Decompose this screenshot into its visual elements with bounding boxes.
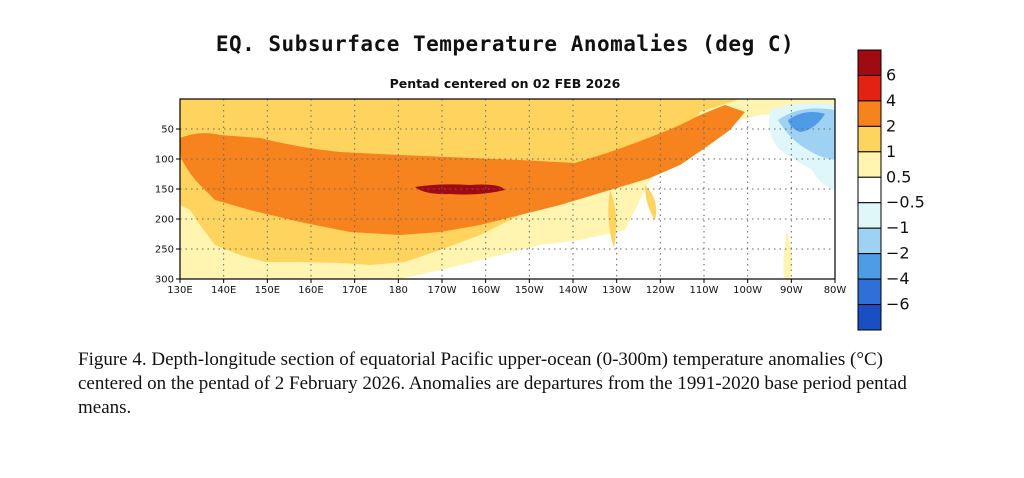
- x-tick-label: 100W: [733, 285, 762, 296]
- x-tick-label: 140E: [211, 285, 236, 296]
- colorbar-swatch: [857, 74, 882, 102]
- x-tick-label: 180: [389, 285, 408, 296]
- colorbar-label: 0.5: [886, 167, 911, 186]
- grid-lines: [180, 99, 835, 279]
- colorbar-label: −2: [886, 244, 910, 263]
- y-tick-label: 150: [155, 185, 174, 196]
- colorbar-swatch: [857, 227, 882, 255]
- y-tick-label: 300: [155, 275, 174, 286]
- x-tick-label: 130E: [167, 285, 192, 296]
- x-tick-label: 120W: [646, 285, 675, 296]
- x-tick-label: 90W: [780, 285, 803, 296]
- x-tick-label: 130W: [602, 285, 631, 296]
- x-tick-label: 140W: [559, 285, 588, 296]
- colorbar-label: 2: [886, 116, 896, 135]
- anomaly-contour-2: [180, 105, 745, 235]
- colorbar-swatch: [857, 253, 882, 280]
- x-tick-label: 170W: [428, 285, 457, 296]
- colorbar-swatch: [857, 125, 882, 153]
- colorbar-label: 4: [886, 91, 896, 110]
- x-tick-label: 170E: [342, 285, 367, 296]
- x-tick-label: 80W: [824, 285, 847, 296]
- x-tick-label: 150E: [255, 285, 280, 296]
- y-axis: 50 100 150 200 250 300: [155, 125, 180, 286]
- colorbar-label: −0.5: [886, 193, 925, 212]
- y-tick-label: 250: [155, 245, 174, 256]
- x-tick-label: 150W: [515, 285, 544, 296]
- figure-caption: Figure 4. Depth-longitude section of equ…: [78, 349, 907, 418]
- colorbar-swatch: [857, 176, 882, 204]
- colorbar-swatch: [857, 49, 882, 76]
- x-tick-label: 160E: [298, 285, 323, 296]
- colorbar-label: 1: [886, 142, 896, 161]
- colorbar-swatch: [857, 151, 882, 178]
- y-tick-label: 100: [155, 155, 174, 166]
- chart-subtitle: Pentad centered on 02 FEB 2026: [389, 76, 621, 91]
- colorbar-label: −1: [886, 218, 910, 237]
- anomaly-contour-1-blob-b: [608, 190, 617, 248]
- anomaly-contour-neg-2: [788, 112, 825, 132]
- x-axis: 130E 140E 150E 160E 170E 180 170W 160W 150W 140W 1…: [167, 279, 846, 296]
- y-tick-label: 200: [155, 215, 174, 226]
- colorbar: 6 4 2 1 0.5 −0.5 −1 −2 −4 −6: [857, 49, 925, 331]
- x-tick-label: 160W: [471, 285, 500, 296]
- colorbar-swatch: [857, 202, 882, 229]
- colorbar-swatch: [857, 278, 882, 306]
- colorbar-swatch: [857, 304, 882, 331]
- colorbar-label: −6: [886, 295, 910, 314]
- anomaly-contour-0p5-east: [783, 232, 792, 279]
- anomaly-contour-4: [415, 184, 505, 195]
- colorbar-label: −4: [886, 269, 910, 288]
- x-tick-label: 110W: [690, 285, 719, 296]
- anomaly-contour-1-blob-a: [645, 185, 657, 220]
- colorbar-label: 6: [886, 65, 896, 84]
- chart-title: EQ. Subsurface Temperature Anomalies (de…: [215, 32, 795, 56]
- colorbar-swatch: [857, 100, 882, 127]
- y-tick-label: 50: [161, 125, 174, 136]
- anomaly-field: [180, 99, 835, 279]
